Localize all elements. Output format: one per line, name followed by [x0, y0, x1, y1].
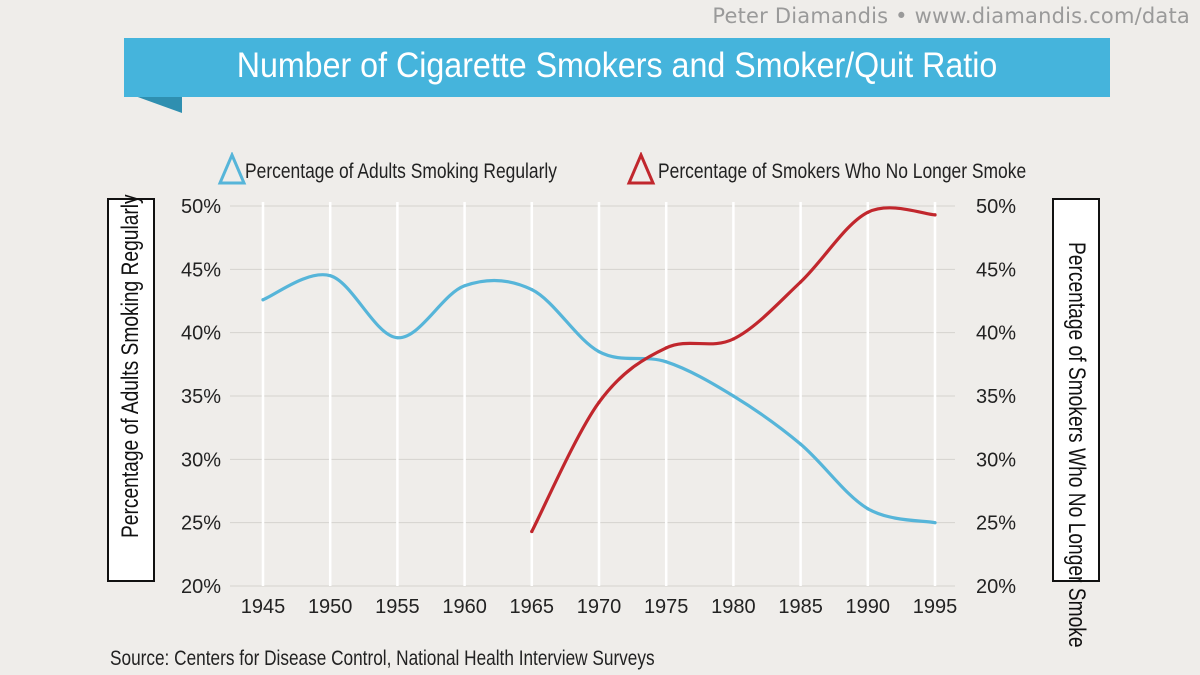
left-y-tick-label: 45% [181, 259, 221, 281]
x-tick-label: 1945 [241, 596, 286, 618]
x-tick-label: 1975 [644, 596, 689, 618]
data-point [395, 336, 399, 340]
attribution: Peter Diamandis • www.diamandis.com/data [712, 4, 1190, 28]
data-point [731, 394, 736, 398]
left-y-tick-label: 30% [181, 449, 221, 471]
data-point [530, 529, 534, 534]
right-axis-title-box: Percentage of Smokers Who No Longer Smok… [1052, 198, 1100, 648]
data-point [731, 337, 736, 341]
banner-fold [124, 92, 182, 113]
data-point [328, 274, 332, 278]
right-y-tick-label: 25% [976, 513, 1016, 535]
data-point [664, 346, 668, 350]
right-y-tick-label: 35% [976, 386, 1016, 408]
blue-triangle-icon [217, 152, 247, 185]
x-tick-label: 1960 [442, 596, 487, 618]
legend-label: Percentage of Adults Smoking Regularly [245, 160, 557, 183]
left-y-tick-label: 50% [181, 196, 221, 218]
right-y-tick-label: 40% [976, 323, 1016, 345]
right-y-tick-label: 20% [976, 576, 1016, 598]
data-point [866, 210, 870, 214]
data-point [664, 360, 668, 364]
red-triangle-icon [626, 152, 656, 185]
data-point [933, 521, 937, 525]
left-y-tick-label: 35% [181, 386, 221, 408]
data-point [933, 213, 937, 217]
data-point [799, 442, 803, 446]
right-y-tick-label: 45% [976, 259, 1016, 281]
data-point [261, 298, 265, 302]
x-tick-label: 1965 [510, 596, 555, 618]
left-axis-title-box: Percentage of Adults Smoking Regularly [107, 194, 155, 582]
left-y-tick-label: 20% [181, 576, 221, 598]
chart-title: Number of Cigarette Smokers and Smoker/Q… [236, 46, 998, 85]
data-point [597, 400, 601, 404]
legend-label: Percentage of Smokers Who No Longer Smok… [658, 160, 1027, 183]
data-point [597, 350, 601, 354]
data-point [463, 284, 467, 288]
right-y-tick-label: 30% [976, 449, 1016, 471]
x-tick-label: 1955 [375, 596, 420, 618]
x-tick-label: 1995 [913, 596, 958, 618]
x-tick-label: 1970 [577, 596, 622, 618]
data-point [866, 507, 870, 511]
title-banner: Number of Cigarette Smokers and Smoker/Q… [124, 38, 1110, 97]
data-point [530, 288, 534, 292]
left-y-tick-label: 25% [181, 513, 221, 535]
x-tick-label: 1950 [308, 596, 353, 618]
source-note: Source: Centers for Disease Control, Nat… [110, 647, 655, 670]
data-point [799, 280, 803, 284]
x-tick-label: 1990 [846, 596, 891, 618]
right-y-tick-label: 50% [976, 196, 1016, 218]
x-tick-label: 1985 [778, 596, 823, 618]
x-tick-label: 1980 [711, 596, 756, 618]
left-y-tick-label: 40% [181, 323, 221, 345]
